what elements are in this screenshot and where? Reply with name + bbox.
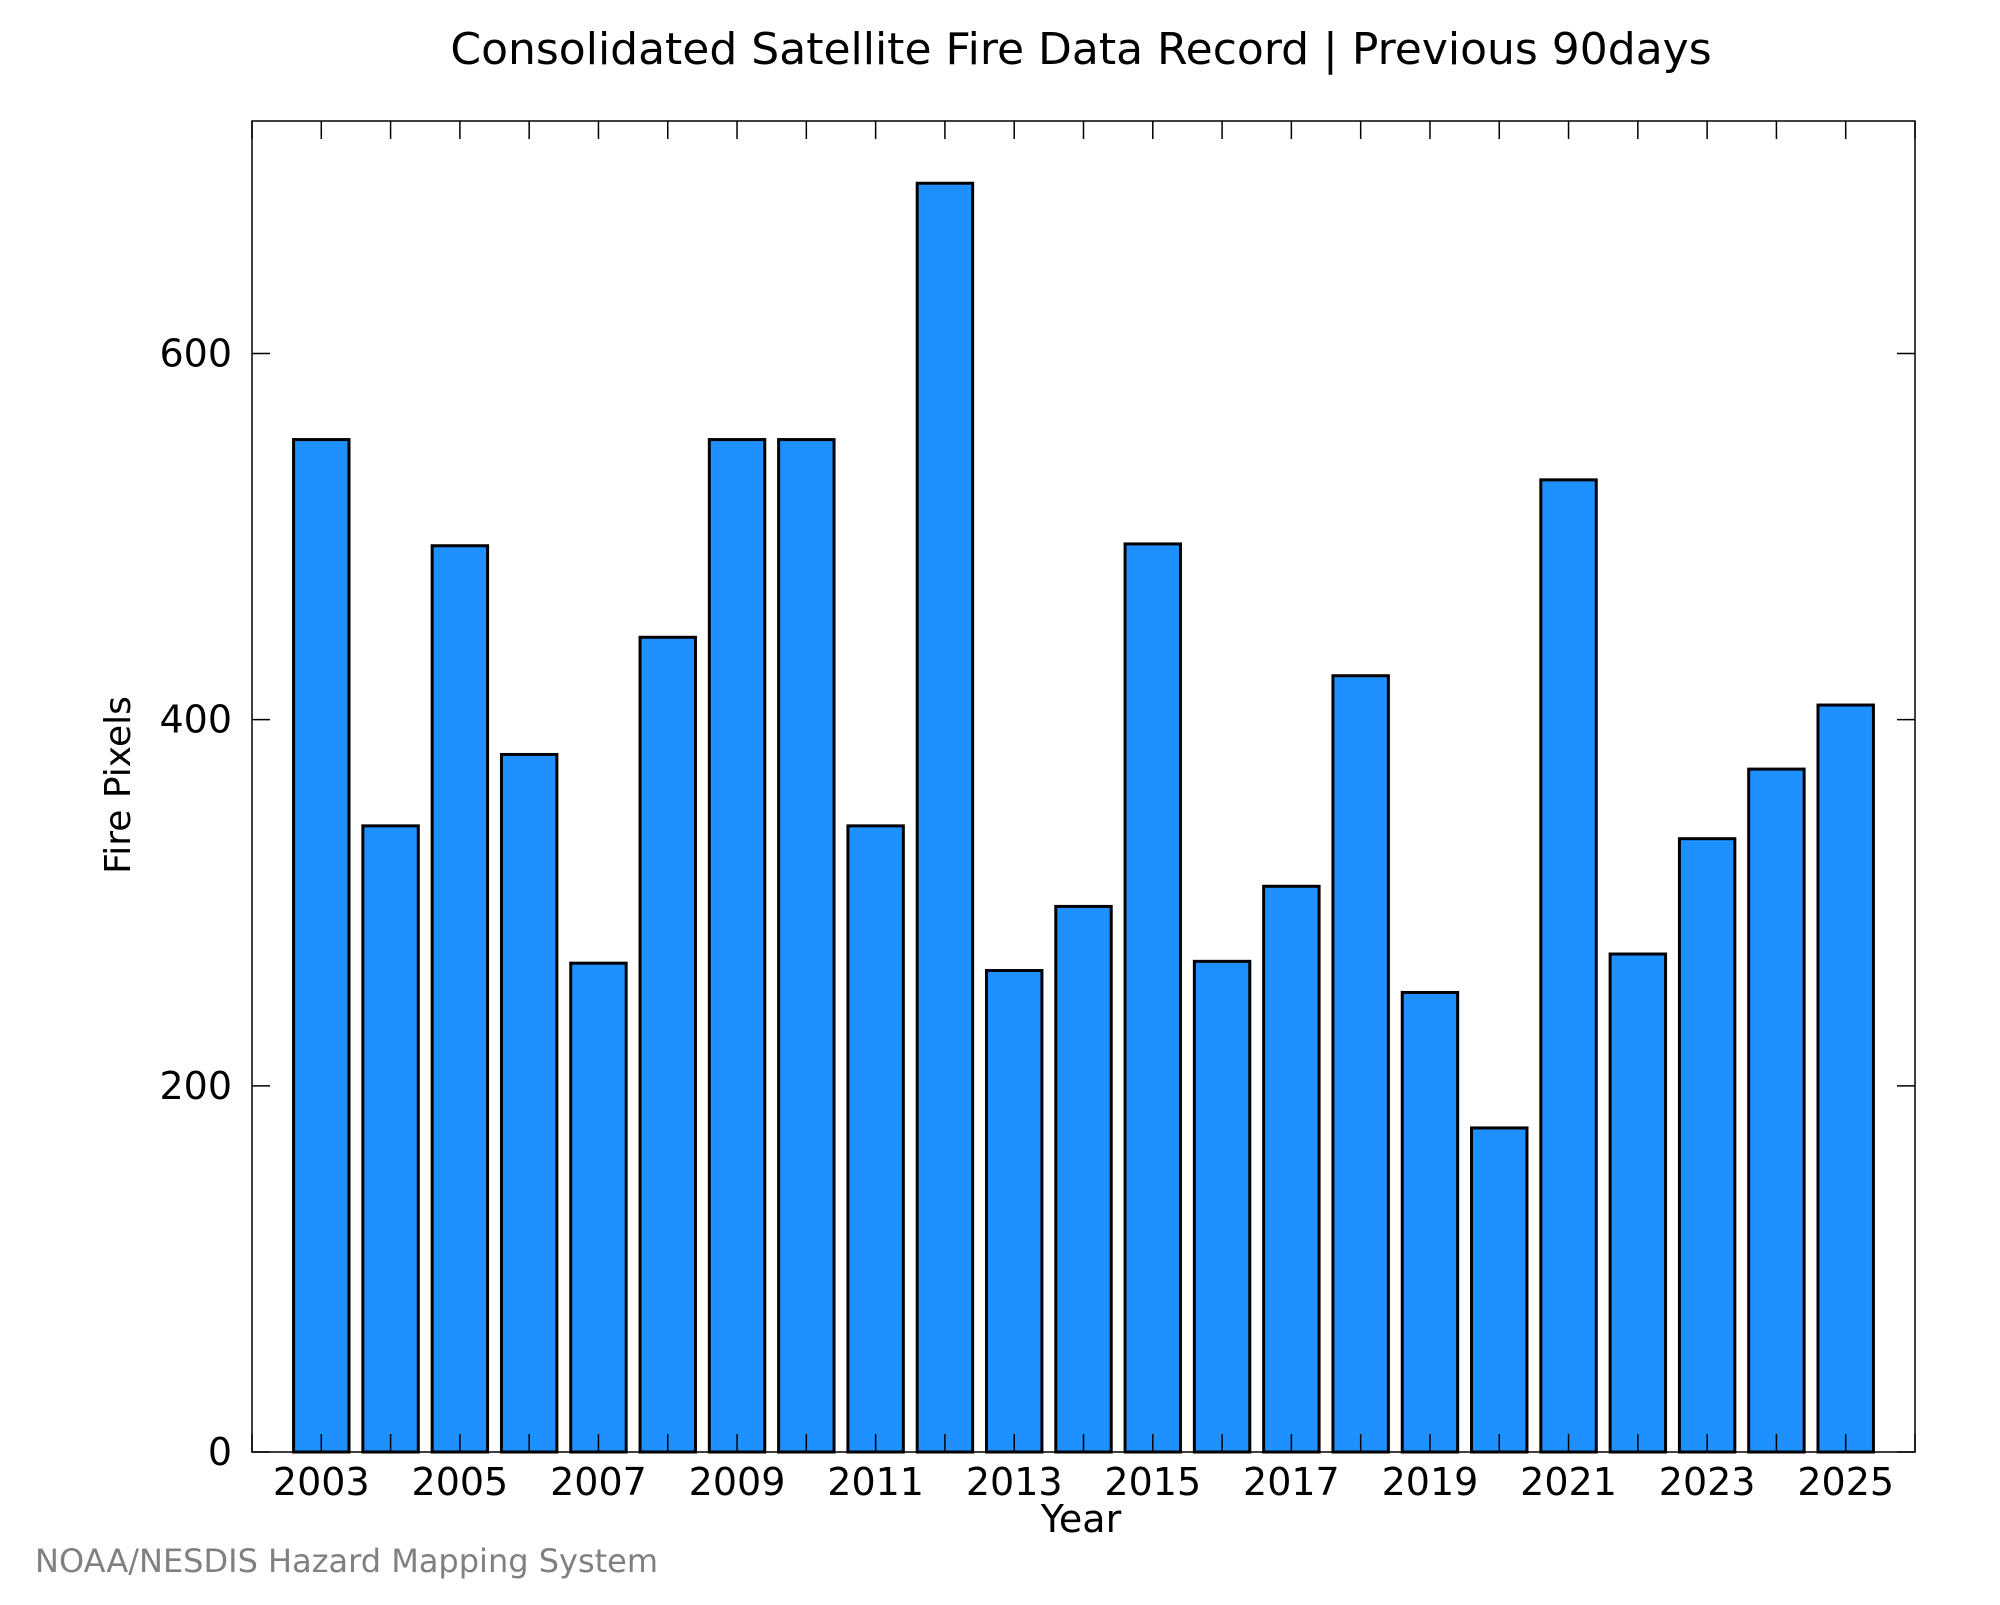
- bar: [1816, 703, 1875, 1454]
- x-tick-label: 2013: [966, 1460, 1063, 1504]
- bar: [1123, 542, 1183, 1454]
- bar: [1054, 904, 1113, 1454]
- x-tick-label: 2021: [1520, 1460, 1617, 1504]
- x-tick-label: 2007: [550, 1460, 647, 1504]
- bar: [1608, 952, 1668, 1454]
- x-tick-label: 2011: [827, 1460, 924, 1504]
- y-tick-label: 600: [159, 332, 232, 376]
- bar: [707, 438, 767, 1454]
- bar: [1192, 959, 1252, 1454]
- bar: [1400, 990, 1460, 1454]
- bar: [1331, 674, 1390, 1454]
- bar: [430, 544, 490, 1454]
- x-axis-label: Year: [1040, 1497, 1122, 1541]
- bar: [1747, 767, 1806, 1454]
- bar: [777, 438, 836, 1454]
- bar: [984, 968, 1044, 1454]
- x-tick-label: 2015: [1104, 1460, 1201, 1504]
- bar: [499, 752, 559, 1454]
- axis-ticks: 2003 2005 2007 2009 2011 2013 2015 2017 2019 2021…: [159, 121, 1916, 1504]
- x-tick-label: 2017: [1243, 1460, 1340, 1504]
- bar: [361, 824, 420, 1454]
- y-axis-label: Fire Pixels: [98, 696, 139, 874]
- y-tick-label: 400: [159, 698, 232, 742]
- y-tick-label: 0: [208, 1430, 232, 1474]
- bar: [638, 635, 697, 1454]
- x-tick-label: 2009: [689, 1460, 786, 1504]
- bar: [1470, 1126, 1529, 1454]
- bar: [1539, 478, 1598, 1454]
- bar-series: [292, 181, 1875, 1454]
- x-tick-label: 2025: [1797, 1460, 1894, 1504]
- x-tick-label: 2005: [412, 1460, 509, 1504]
- x-tick-label: 2019: [1382, 1460, 1479, 1504]
- x-tick-label: 2023: [1659, 1460, 1756, 1504]
- x-tick-label: 2003: [273, 1460, 370, 1504]
- chart-title: Consolidated Satellite Fire Data Record …: [450, 24, 1711, 75]
- bar: [915, 181, 975, 1454]
- bar: [1262, 884, 1321, 1454]
- y-tick-label: 200: [159, 1064, 232, 1108]
- source-credit: NOAA/NESDIS Hazard Mapping System: [35, 1542, 658, 1580]
- bar: [846, 824, 905, 1454]
- bar: [292, 438, 351, 1454]
- bar: [1677, 837, 1737, 1454]
- bar: [569, 961, 628, 1454]
